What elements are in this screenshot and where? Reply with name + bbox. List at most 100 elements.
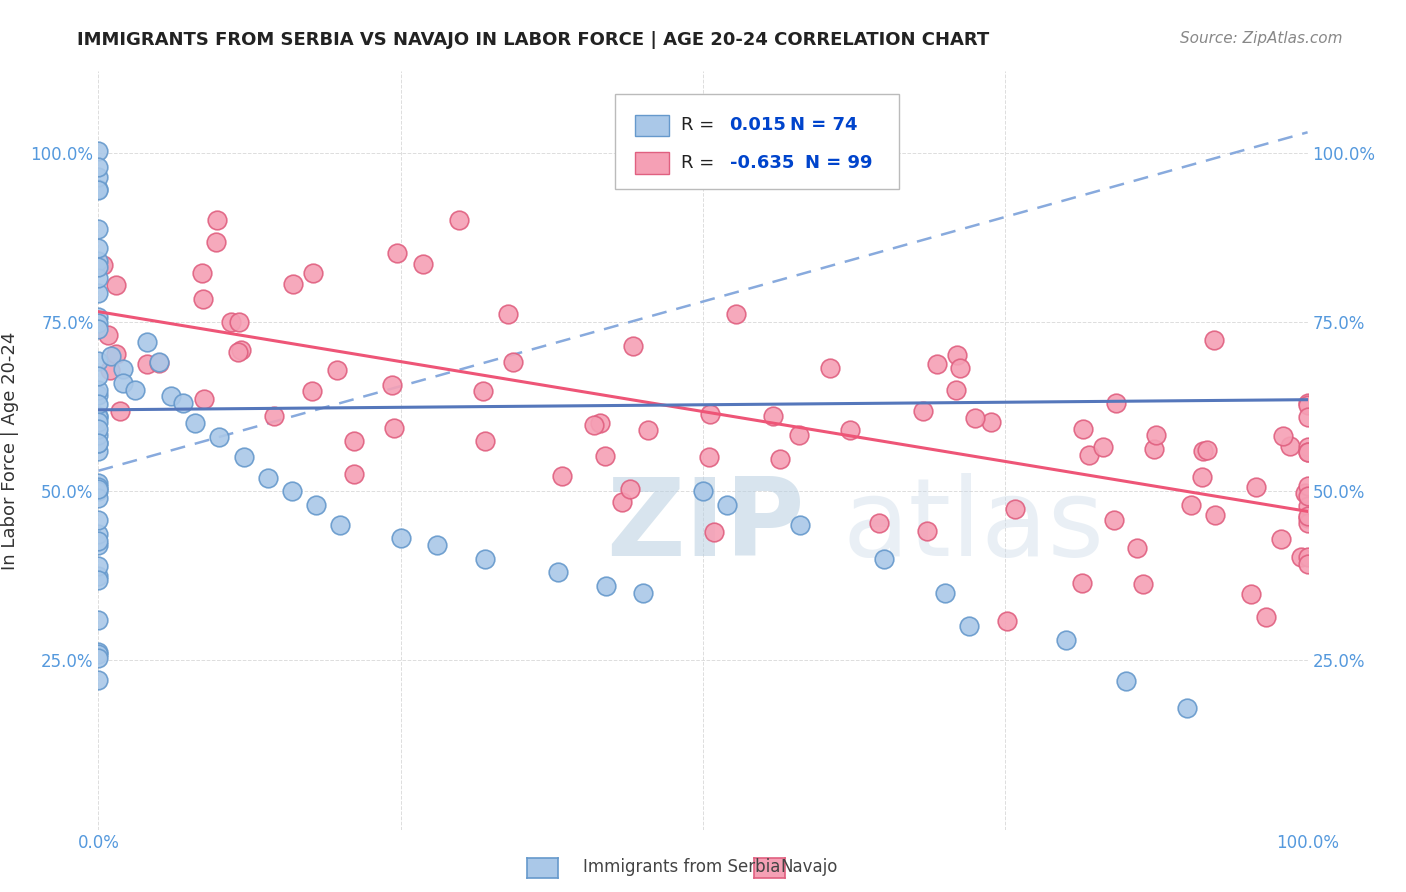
Point [619,482,641,496]
Point [1191,444,1213,458]
Point [87,647,110,661]
Point [135,335,157,350]
Point [1244,480,1267,494]
Point [87,613,110,627]
Point [87,285,110,300]
Point [87,568,110,582]
Point [949,360,972,375]
Point [1296,395,1319,409]
Point [911,404,934,418]
Point [329,517,352,532]
Point [232,450,254,465]
Point [610,495,633,509]
Point [1126,541,1149,555]
Point [148,355,170,369]
Point [124,383,146,397]
Point [87,182,110,196]
Point [426,538,449,552]
Point [160,389,183,403]
Point [104,347,127,361]
Point [1191,470,1213,484]
Point [111,376,134,390]
Point [343,434,366,449]
Point [343,467,366,481]
Point [382,421,405,435]
Point [583,418,606,433]
Text: N = 74: N = 74 [790,116,858,134]
Point [1294,485,1316,500]
Point [87,270,110,285]
Point [87,482,110,496]
Point [1197,442,1219,457]
Point [934,585,956,599]
Point [97,327,120,342]
Point [995,614,1018,628]
Point [302,266,325,280]
Bar [636,153,669,174]
Point [191,266,214,280]
Point [1180,498,1202,512]
Text: IMMIGRANTS FROM SERBIA VS NAVAJO IN LABOR FORCE | AGE 20-24 CORRELATION CHART: IMMIGRANTS FROM SERBIA VS NAVAJO IN LABO… [77,31,990,49]
Point [789,517,811,532]
Point [87,435,110,450]
Point [91,258,114,272]
Point [946,348,969,362]
Text: N = 99: N = 99 [804,154,872,172]
Point [301,384,323,399]
Point [1102,512,1125,526]
Point [550,468,572,483]
Point [449,213,471,227]
Point [98,362,121,376]
Point [87,396,110,410]
Point [105,278,128,293]
Point [1296,444,1319,458]
Point [87,409,110,424]
Point [87,388,110,402]
Text: R =: R = [682,154,714,172]
Point [589,417,612,431]
Point [87,533,110,548]
Point [1296,549,1319,564]
Point [87,145,110,159]
Point [100,349,122,363]
Point [281,277,304,291]
Point [87,222,110,236]
Point [87,322,110,336]
Point [136,358,159,372]
Point [87,353,110,368]
Text: atlas: atlas [842,474,1104,579]
Point [1070,576,1092,591]
Point [474,434,496,449]
Point [762,409,785,423]
Point [87,436,110,450]
Point [1296,516,1319,531]
Point [472,384,495,398]
Point [965,411,987,425]
Point [1092,440,1115,454]
Point [87,475,110,490]
Point [1296,508,1319,523]
Point [868,516,890,531]
Point [637,423,659,437]
Point [205,235,228,250]
Point [1256,610,1278,624]
Point [1296,398,1319,412]
Point [87,574,110,588]
Point [87,409,110,423]
Point [502,355,524,369]
Point [172,396,194,410]
Text: Source: ZipAtlas.com: Source: ZipAtlas.com [1180,31,1343,46]
Point [87,422,110,436]
Point [1144,428,1167,442]
Point [1132,576,1154,591]
Point [1078,448,1101,462]
Point [1296,478,1319,492]
Point [873,551,896,566]
Point [838,423,860,437]
Text: ZIP: ZIP [606,474,804,579]
Point [110,404,132,418]
Point [87,559,110,574]
Point [325,362,347,376]
Point [1240,587,1263,601]
Point [820,360,842,375]
